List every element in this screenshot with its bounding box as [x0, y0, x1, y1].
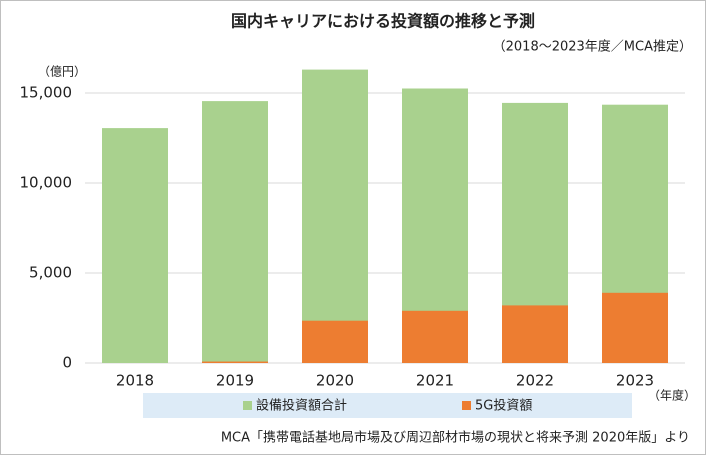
- bar: [402, 310, 468, 363]
- bar: [202, 101, 268, 363]
- legend-swatch: [462, 401, 471, 410]
- chart-title: 国内キャリアにおける投資額の推移と予測: [231, 12, 535, 31]
- bar: [302, 69, 368, 363]
- y-unit: （億円）: [38, 65, 86, 79]
- bar: [102, 128, 168, 363]
- y-tick-label: 0: [62, 354, 72, 372]
- x-unit: （年度）: [648, 388, 696, 403]
- x-tick-label: 2018: [116, 372, 154, 390]
- x-tick-label: 2023: [616, 372, 654, 390]
- source-note: MCA「携帯電話基地局市場及び周辺部材市場の現状と将来予測 2020年版」より: [221, 430, 690, 446]
- bar: [202, 361, 268, 363]
- legend-box: [143, 393, 632, 418]
- y-tick-label: 10,000: [20, 174, 73, 192]
- legend-swatch: [243, 401, 252, 410]
- y-tick-label: 15,000: [20, 84, 73, 102]
- chart-subtitle: （2018～2023年度／MCA推定）: [493, 39, 692, 55]
- legend-label: 5G投資額: [475, 398, 532, 414]
- x-tick-label: 2019: [216, 372, 254, 390]
- bar: [602, 292, 668, 363]
- y-tick-label: 5,000: [29, 264, 72, 282]
- x-tick-label: 2020: [316, 372, 354, 390]
- x-tick-label: 2022: [516, 372, 554, 390]
- x-tick-label: 2021: [416, 372, 454, 390]
- bar: [302, 320, 368, 363]
- bar: [502, 305, 568, 363]
- legend-label: 設備投資額合計: [256, 398, 347, 414]
